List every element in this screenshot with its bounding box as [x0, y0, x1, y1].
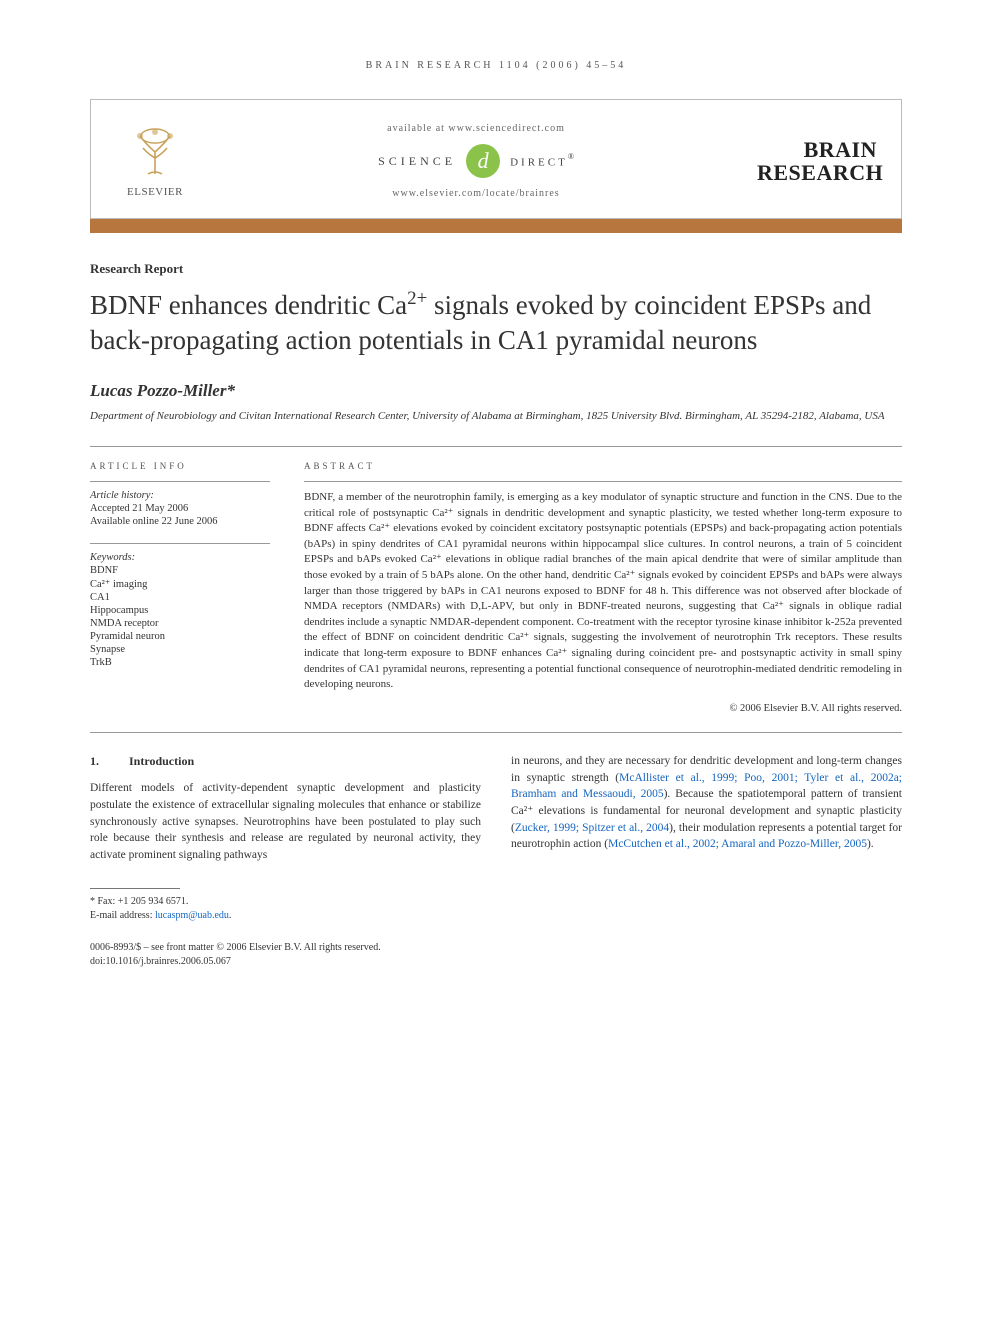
journal-title-block: BRAIN RESEARCH: [757, 138, 877, 184]
elsevier-logo-block: ELSEVIER: [115, 124, 195, 198]
info-divider: [90, 481, 270, 482]
direct-label: DIRECT: [510, 156, 568, 168]
email-tail: .: [229, 910, 232, 921]
accepted-date: Accepted 21 May 2006: [90, 503, 270, 514]
page-container: BRAIN RESEARCH 1104 (2006) 45–54 ELSEVIE…: [0, 0, 992, 1009]
footnotes: * Fax: +1 205 934 6571. E-mail address: …: [90, 888, 481, 923]
elsevier-tree-icon: [126, 124, 184, 182]
abstract-head: ABSTRACT: [304, 461, 902, 471]
journal-title-line2: RESEARCH: [757, 161, 877, 184]
intro-para-left: Different models of activity-dependent s…: [90, 780, 481, 863]
science-text: SCIENCE: [378, 154, 456, 169]
footnote-divider: [90, 888, 180, 889]
keyword-item: Synapse: [90, 644, 270, 655]
kw-divider: [90, 543, 270, 544]
sciencedirect-logo-row: SCIENCE d DIRECT®: [195, 144, 757, 178]
divider-mid: [90, 732, 902, 733]
article-title: BDNF enhances dendritic Ca2+ signals evo…: [90, 287, 902, 357]
front-matter-line: 0006-8993/$ – see front matter © 2006 El…: [90, 941, 902, 955]
article-info-column: ARTICLE INFO Article history: Accepted 2…: [90, 461, 270, 714]
keywords-block: Keywords: BDNF Ca²⁺ imaging CA1 Hippocampus…: [90, 543, 270, 668]
divider-top: [90, 446, 902, 447]
sciencedirect-badge-icon: d: [466, 144, 500, 178]
keyword-item: BDNF: [90, 565, 270, 576]
header-center: available at www.sciencedirect.com SCIEN…: [195, 123, 757, 199]
col2-d: ).: [867, 838, 874, 850]
publisher-header: ELSEVIER available at www.sciencedirect.…: [90, 99, 902, 219]
registered-mark: ®: [568, 152, 574, 161]
email-line: E-mail address: lucaspm@uab.edu.: [90, 909, 481, 923]
email-label: E-mail address:: [90, 910, 155, 921]
keywords-head: Keywords:: [90, 552, 270, 563]
available-at-line: available at www.sciencedirect.com: [195, 123, 757, 134]
citation-link-2[interactable]: Zucker, 1999; Spitzer et al., 2004: [515, 822, 669, 834]
elsevier-label: ELSEVIER: [127, 186, 183, 198]
keyword-item: Ca²⁺ imaging: [90, 578, 270, 590]
abstract-text: BDNF, a member of the neurotrophin famil…: [304, 490, 902, 693]
section-title: Introduction: [129, 753, 194, 770]
body-col-right: in neurons, and they are necessary for d…: [511, 753, 902, 923]
article-info-head: ARTICLE INFO: [90, 461, 270, 471]
citation-link-3[interactable]: McCutchen et al., 2002; Amaral and Pozzo…: [608, 838, 867, 850]
intro-para-right: in neurons, and they are necessary for d…: [511, 753, 902, 853]
affiliation: Department of Neurobiology and Civitan I…: [90, 409, 902, 424]
article-type: Research Report: [90, 261, 902, 277]
running-head: BRAIN RESEARCH 1104 (2006) 45–54: [90, 60, 902, 71]
keyword-item: Hippocampus: [90, 605, 270, 616]
author-corresponding-marker: *: [226, 381, 235, 400]
keywords-list: BDNF Ca²⁺ imaging CA1 Hippocampus NMDA recep…: [90, 565, 270, 668]
keyword-item: NMDA receptor: [90, 618, 270, 629]
keyword-item: CA1: [90, 592, 270, 603]
accent-bar: [90, 219, 902, 233]
journal-title-line1: BRAIN: [757, 138, 877, 161]
title-sup: 2+: [407, 288, 427, 309]
body-col-left: 1. Introduction Different models of acti…: [90, 753, 481, 923]
keyword-item: Pyramidal neuron: [90, 631, 270, 642]
body-columns: 1. Introduction Different models of acti…: [90, 753, 902, 923]
direct-text: DIRECT®: [510, 152, 574, 170]
bottom-meta: 0006-8993/$ – see front matter © 2006 El…: [90, 941, 902, 969]
doi-line: doi:10.1016/j.brainres.2006.05.067: [90, 955, 902, 969]
fax-line: * Fax: +1 205 934 6571.: [90, 895, 481, 909]
history-head: Article history:: [90, 490, 270, 501]
section-number: 1.: [90, 753, 99, 770]
online-date: Available online 22 June 2006: [90, 516, 270, 527]
section-1-head: 1. Introduction: [90, 753, 481, 770]
abstract-copyright: © 2006 Elsevier B.V. All rights reserved…: [304, 703, 902, 714]
locate-url: www.elsevier.com/locate/brainres: [195, 188, 757, 199]
abstract-column: ABSTRACT BDNF, a member of the neurotrop…: [304, 461, 902, 714]
keyword-item: TrkB: [90, 657, 270, 668]
email-link[interactable]: lucaspm@uab.edu: [155, 910, 229, 921]
author-name: Lucas Pozzo-Miller: [90, 381, 226, 400]
abs-divider: [304, 481, 902, 482]
author-line: Lucas Pozzo-Miller*: [90, 381, 902, 401]
info-abstract-row: ARTICLE INFO Article history: Accepted 2…: [90, 461, 902, 714]
title-part1: BDNF enhances dendritic Ca: [90, 290, 407, 320]
